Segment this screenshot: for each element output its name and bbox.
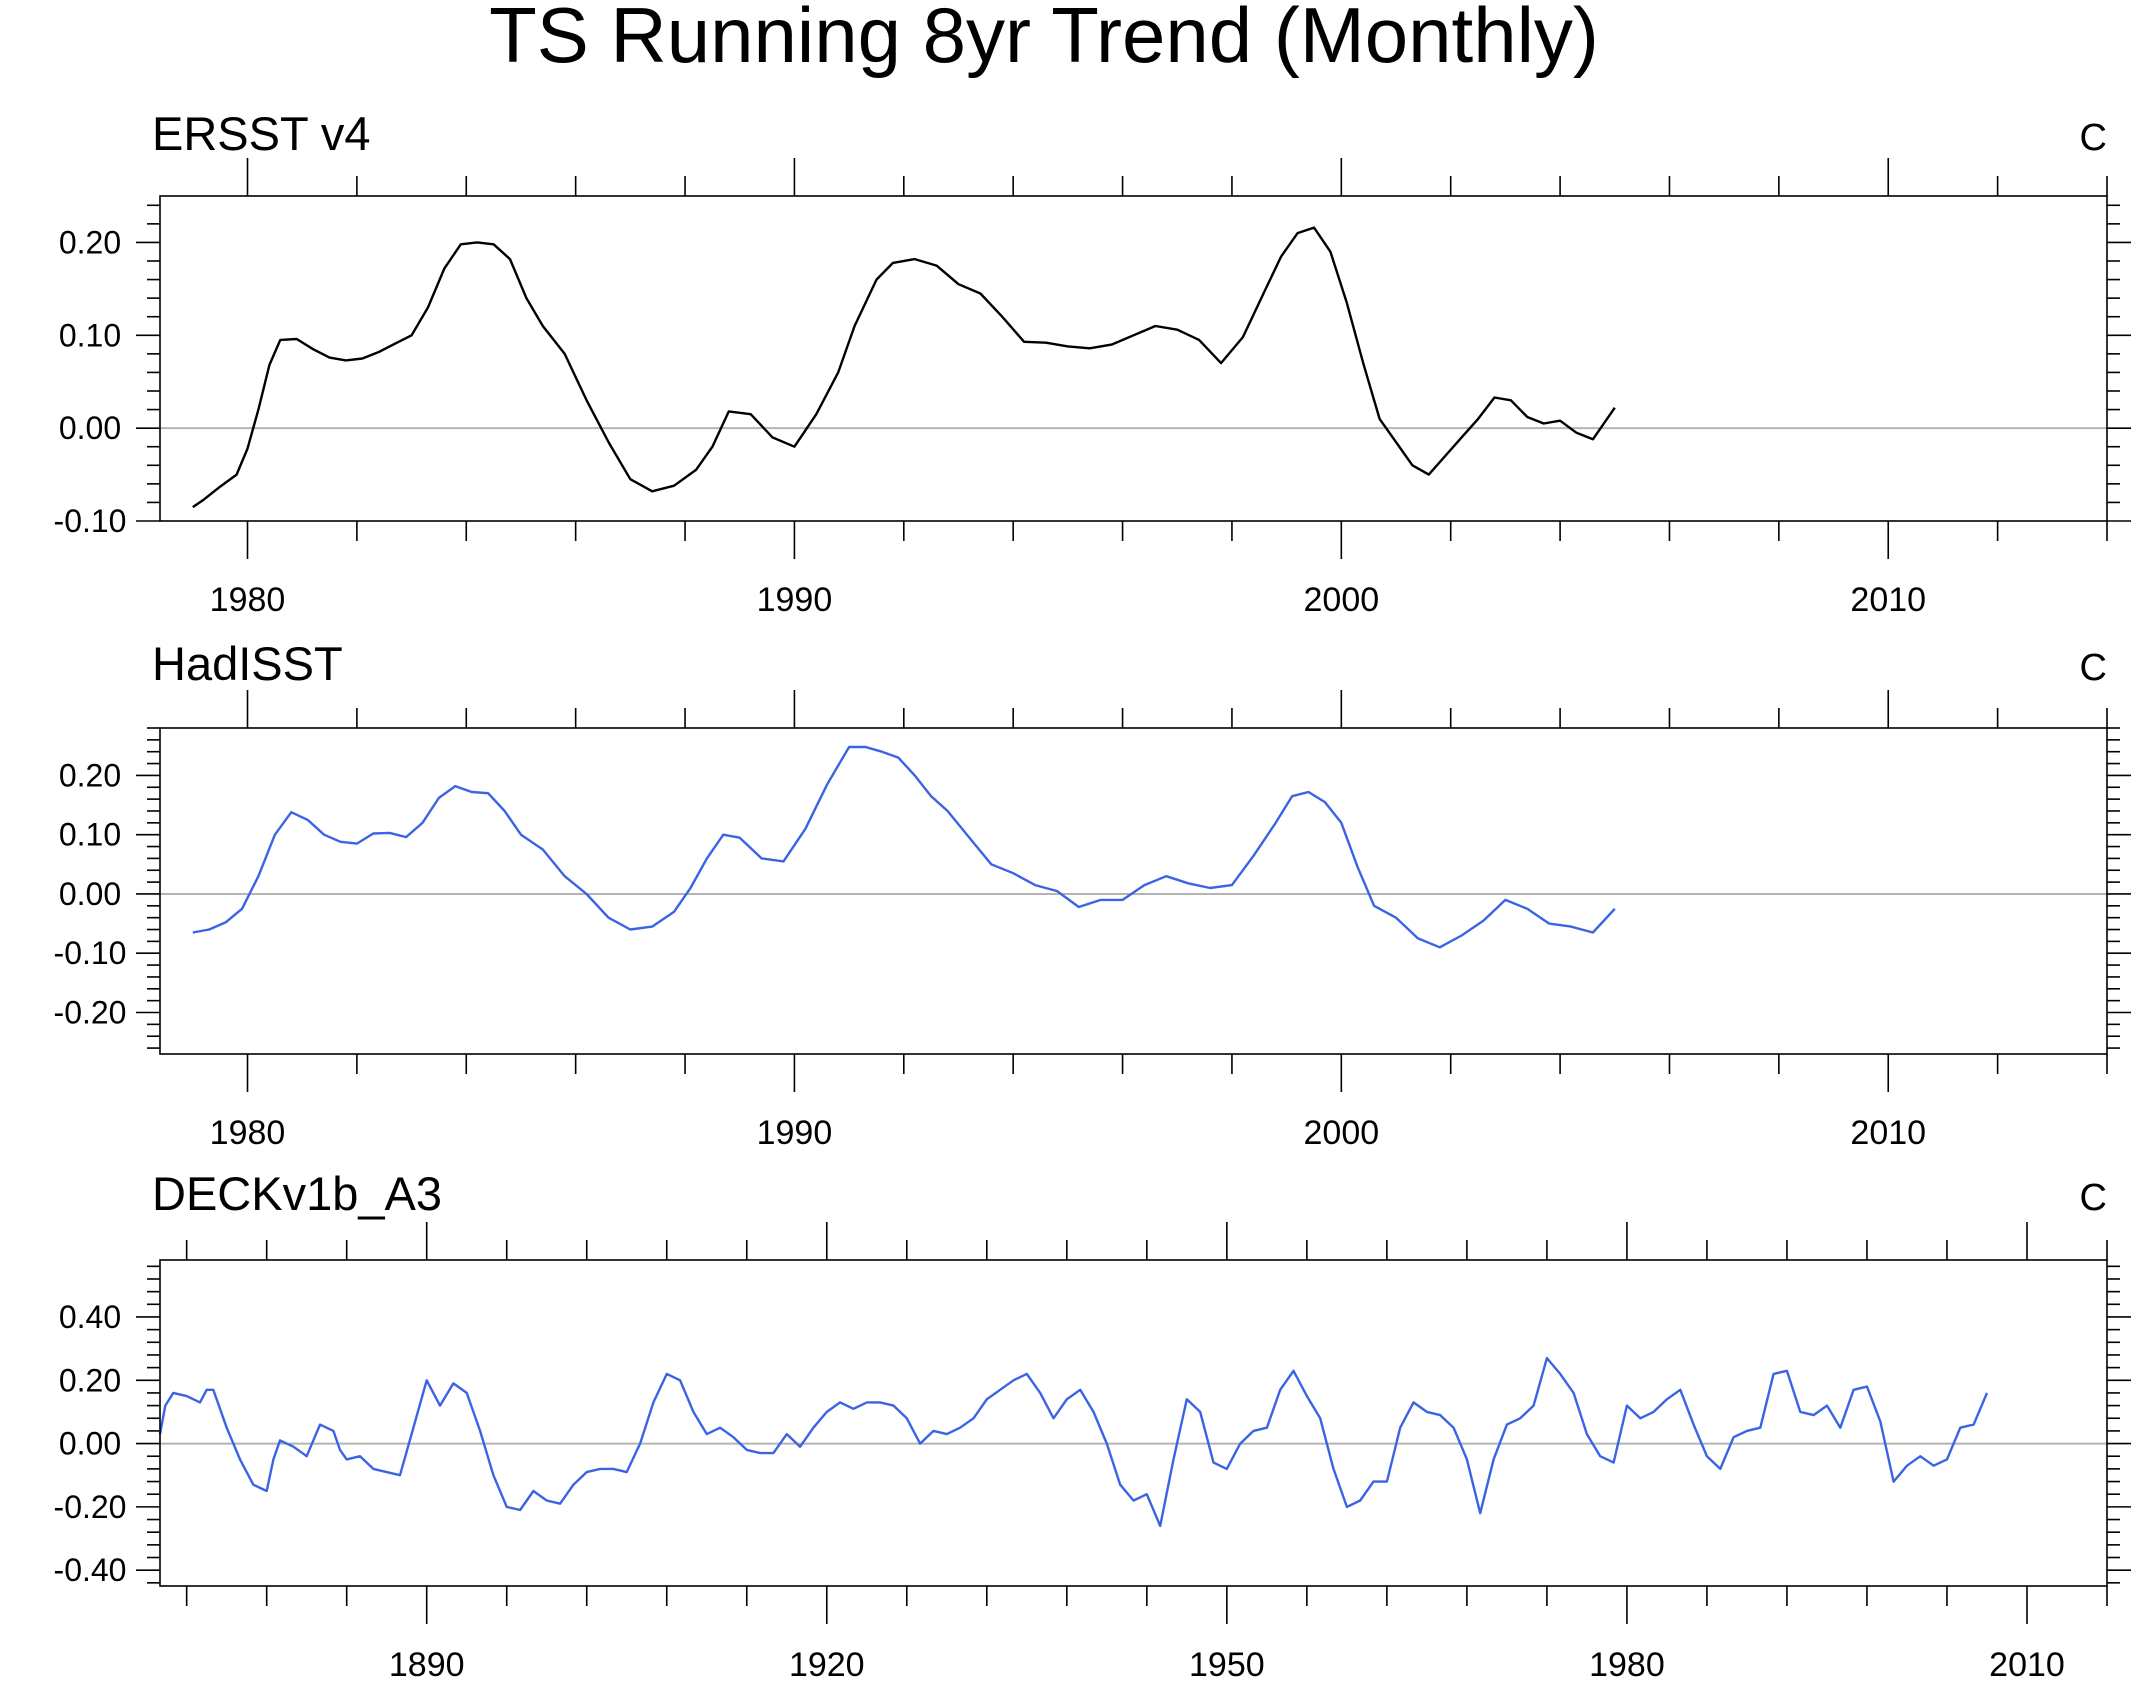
x-tick-label: 1950 [1189, 1646, 1265, 1684]
y-tick-label: -0.10 [54, 935, 127, 971]
y-tick-label: -0.20 [54, 1489, 127, 1525]
y-tick-label: 0.00 [59, 876, 121, 912]
x-tick-label: 1980 [210, 581, 286, 619]
plot-frame [159, 727, 2108, 1055]
plot-frame [159, 195, 2108, 522]
x-tick-label: 2010 [1850, 1114, 1926, 1152]
y-tick-label: -0.10 [54, 503, 127, 539]
x-tick-label: 1890 [389, 1646, 465, 1684]
panel-hadisst: HadISST C -0.20 -0.10 0.00 0.10 0.20 1980 1990… [54, 637, 2131, 1152]
panel-deck: DECKv1b_A3 C -0.40 -0.20 0.00 0.20 0.40 1890 1… [54, 1167, 2131, 1684]
series-line [158, 1356, 1989, 1528]
x-tick-label: 1980 [210, 1114, 286, 1152]
plot-area: -0.10 0.00 0.10 0.20 1980 1990 2000 2010 [54, 158, 2131, 619]
x-tick-label: 2010 [1989, 1646, 2065, 1684]
panel-title: HadISST [152, 637, 343, 690]
series-line [192, 226, 1616, 509]
x-tick-label: 2010 [1850, 581, 1926, 619]
figure-title: TS Running 8yr Trend (Monthly) [489, 0, 1599, 79]
y-tick-label: 0.20 [59, 757, 121, 793]
plot-area: -0.40 -0.20 0.00 0.20 0.40 1890 1920 1950 1980 20… [54, 1222, 2131, 1684]
unit-label: C [2080, 1177, 2107, 1219]
x-tick-label: 1990 [757, 581, 833, 619]
x-tick-label: 1920 [789, 1646, 865, 1684]
y-tick-label: -0.40 [54, 1552, 127, 1588]
y-tick-label: 0.40 [59, 1299, 121, 1335]
y-tick-label: 0.20 [59, 224, 121, 260]
y-tick-label: 0.00 [59, 1426, 121, 1462]
unit-label: C [2080, 117, 2107, 159]
series-line [192, 745, 1616, 949]
x-tick-label: 1980 [1589, 1646, 1665, 1684]
plot-area: -0.20 -0.10 0.00 0.10 0.20 1980 1990 2000 2010 [54, 690, 2131, 1152]
plot-frame [159, 1259, 2108, 1587]
y-tick-label: 0.00 [59, 410, 121, 446]
x-tick-label: 1990 [757, 1114, 833, 1152]
panel-ersst: ERSST v4 C -0.10 0.00 0.10 0.20 1980 1990 2000… [54, 107, 2131, 619]
y-tick-label: 0.10 [59, 317, 121, 353]
y-tick-label: -0.20 [54, 995, 127, 1031]
panel-title: ERSST v4 [152, 107, 371, 160]
panel-title: DECKv1b_A3 [152, 1167, 442, 1220]
x-tick-label: 2000 [1304, 1114, 1380, 1152]
x-tick-label: 2000 [1304, 581, 1380, 619]
y-tick-label: 0.20 [59, 1362, 121, 1398]
unit-label: C [2080, 647, 2107, 689]
y-tick-label: 0.10 [59, 817, 121, 853]
